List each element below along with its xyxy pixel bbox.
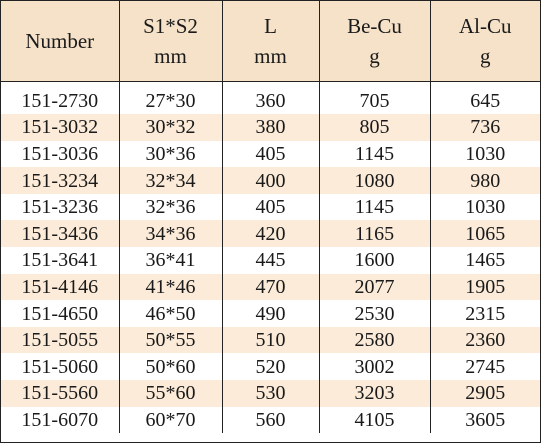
al-cu-cell: 2315	[429, 300, 540, 327]
be-cu-cell: 1145	[318, 140, 430, 168]
number-cell: 151-3036	[21, 142, 99, 165]
number-cell: 151-3234	[21, 169, 99, 192]
length-cell: 380	[221, 114, 319, 141]
size-cell: 34*36	[118, 220, 222, 248]
header-length-label: L	[264, 13, 277, 38]
al-cu-cell: 2905	[429, 380, 540, 407]
be-cu-cell: 3002	[318, 353, 430, 381]
header-row: Number S1*S2 mm L mm Be-Cu g Al-Cu g	[1, 1, 540, 82]
length-cell: 520	[221, 353, 319, 381]
be-cu-cell: 705	[318, 81, 430, 115]
table-row: 151-3032 30*32 380 805 736	[1, 114, 540, 141]
length-cell: 470	[221, 273, 319, 301]
size-cell: 50*60	[118, 353, 222, 381]
length-cell: 405	[221, 193, 319, 221]
al-cu-cell: 736	[429, 114, 540, 141]
al-cu-cell: 645	[429, 81, 540, 115]
be-cu-cell: 1600	[318, 247, 430, 274]
table-row: 151-3036 30*36 405 1145 1030	[1, 140, 540, 168]
size-cell: 50*55	[118, 326, 222, 354]
table-row: 151-3236 32*36 405 1145 1030	[1, 193, 540, 221]
header-al-cu-label: Al-Cu	[459, 13, 512, 38]
al-cu-cell: 1065	[429, 220, 540, 248]
header-al-cu-unit: g	[480, 43, 491, 68]
be-cu-cell: 4105	[318, 406, 430, 434]
header-be-cu-label: Be-Cu	[347, 13, 402, 38]
length-cell: 510	[221, 326, 319, 354]
be-cu-cell: 3203	[318, 380, 430, 407]
table-body: 151-2730 27*30 360 705 645 151-3032 30*32 380 80…	[1, 81, 540, 434]
be-cu-cell: 805	[318, 114, 430, 141]
be-cu-cell: 2580	[318, 326, 430, 354]
table-row: 151-3234 32*34 400 1080 980	[1, 167, 540, 194]
table-row: 151-5560 55*60 530 3203 2905	[1, 380, 540, 407]
length-cell: 490	[221, 300, 319, 327]
number-cell: 151-5055	[21, 329, 99, 352]
table-row: 151-4146 41*46 470 2077 1905	[1, 273, 540, 301]
header-length-unit: mm	[254, 43, 287, 68]
number-cell: 151-4146	[21, 275, 99, 298]
number-cell: 151-3436	[21, 222, 99, 245]
spec-table: Number S1*S2 mm L mm Be-Cu g Al-Cu g	[1, 1, 540, 434]
header-number-label: Number	[25, 28, 95, 53]
length-cell: 530	[221, 380, 319, 407]
table-row: 151-5060 50*60 520 3002 2745	[1, 353, 540, 381]
number-cell: 151-3236	[21, 196, 99, 219]
table-row: 151-5055 50*55 510 2580 2360	[1, 326, 540, 354]
table-row: 151-3641 36*41 445 1600 1465	[1, 247, 540, 274]
number-cell: 151-3032	[21, 116, 99, 139]
header-be-cu: Be-Cu g	[318, 1, 430, 82]
header-size-unit: mm	[154, 43, 187, 68]
size-cell: 60*70	[118, 406, 222, 434]
al-cu-cell: 1030	[429, 193, 540, 221]
be-cu-cell: 2530	[318, 300, 430, 327]
size-cell: 55*60	[118, 380, 222, 407]
al-cu-cell: 2745	[429, 353, 540, 381]
table-header: Number S1*S2 mm L mm Be-Cu g Al-Cu g	[1, 1, 540, 82]
number-cell: 151-6070	[21, 408, 99, 431]
size-cell: 36*41	[118, 247, 222, 274]
number-cell: 151-3641	[21, 249, 99, 272]
size-cell: 27*30	[118, 81, 222, 115]
table-row: 151-6070 60*70 560 4105 3605	[1, 406, 540, 434]
be-cu-cell: 1080	[318, 167, 430, 194]
al-cu-cell: 2360	[429, 326, 540, 354]
size-cell: 30*36	[118, 140, 222, 168]
header-number: Number	[1, 1, 119, 82]
al-cu-cell: 1030	[429, 140, 540, 168]
size-cell: 46*50	[118, 300, 222, 327]
length-cell: 360	[221, 81, 319, 115]
be-cu-cell: 1145	[318, 193, 430, 221]
al-cu-cell: 980	[429, 167, 540, 194]
header-al-cu: Al-Cu g	[429, 1, 540, 82]
number-cell: 151-5560	[21, 382, 99, 405]
be-cu-cell: 2077	[318, 273, 430, 301]
number-cell: 151-4650	[21, 302, 99, 325]
number-cell: 151-2730	[21, 89, 99, 112]
length-cell: 400	[221, 167, 319, 194]
table-row: 151-4650 46*50 490 2530 2315	[1, 300, 540, 327]
table-row: 151-2730 27*30 360 705 645	[1, 81, 540, 115]
al-cu-cell: 3605	[429, 406, 540, 434]
table-row: 151-3436 34*36 420 1165 1065	[1, 220, 540, 248]
length-cell: 405	[221, 140, 319, 168]
header-size: S1*S2 mm	[118, 1, 222, 82]
length-cell: 420	[221, 220, 319, 248]
header-length: L mm	[221, 1, 319, 82]
length-cell: 560	[221, 406, 319, 434]
length-cell: 445	[221, 247, 319, 274]
number-cell: 151-5060	[21, 355, 99, 378]
size-cell: 30*32	[118, 114, 222, 141]
al-cu-cell: 1465	[429, 247, 540, 274]
size-cell: 32*36	[118, 193, 222, 221]
be-cu-cell: 1165	[318, 220, 430, 248]
al-cu-cell: 1905	[429, 273, 540, 301]
header-be-cu-unit: g	[369, 43, 380, 68]
header-size-label: S1*S2	[143, 13, 198, 38]
size-cell: 32*34	[118, 167, 222, 194]
size-cell: 41*46	[118, 273, 222, 301]
